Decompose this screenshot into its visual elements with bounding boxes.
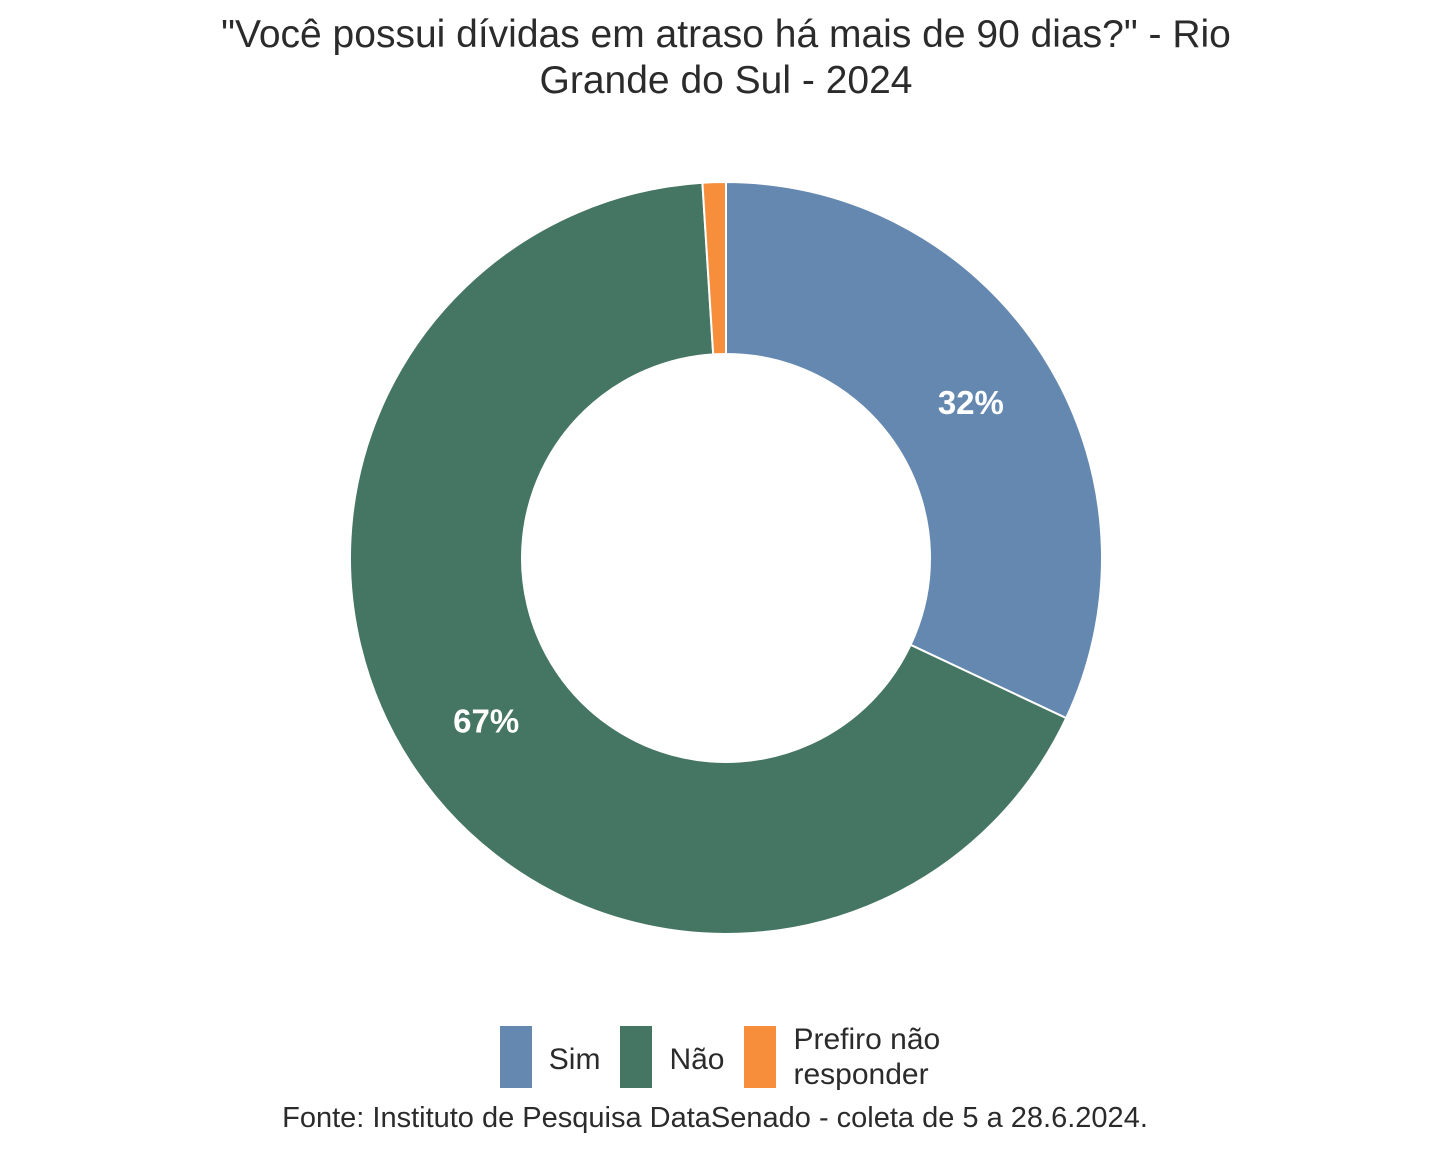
chart-title-line-1: "Você possui dívidas em atraso há mais d… xyxy=(221,13,1231,56)
donut-data-labels: 32% 67% xyxy=(453,384,1004,739)
data-label-sim: 32% xyxy=(938,384,1004,421)
chart-title-line-2: Grande do Sul - 2024 xyxy=(539,59,913,102)
slice-sim xyxy=(725,180,1103,720)
legend-swatch-nao xyxy=(620,1026,653,1088)
donut-slices xyxy=(348,180,1103,935)
slice-prefiro-nao-responder xyxy=(701,180,727,356)
chart-legend: Sim Não Prefiro não responder xyxy=(0,1023,1440,1091)
legend-swatch-sim xyxy=(499,1026,532,1088)
legend-item-sim: Sim xyxy=(499,1024,601,1090)
legend-swatch-prefiro-nao-responder xyxy=(744,1026,777,1088)
data-label-nao: 67% xyxy=(453,703,519,740)
legend-item-prefiro-nao-responder: Prefiro não responder xyxy=(744,1023,941,1091)
legend-label-prefiro-nao-responder: Prefiro não responder xyxy=(793,1023,941,1091)
legend-label-sim: Sim xyxy=(548,1042,601,1076)
legend-label-nao: Não xyxy=(669,1042,725,1076)
slice-nao xyxy=(348,181,1068,935)
legend-item-nao: Não xyxy=(620,1024,724,1090)
chart-caption: Fonte: Instituto de Pesquisa DataSenado … xyxy=(282,1102,1148,1134)
chart-title: "Você possui dívidas em atraso há mais d… xyxy=(0,12,1440,104)
